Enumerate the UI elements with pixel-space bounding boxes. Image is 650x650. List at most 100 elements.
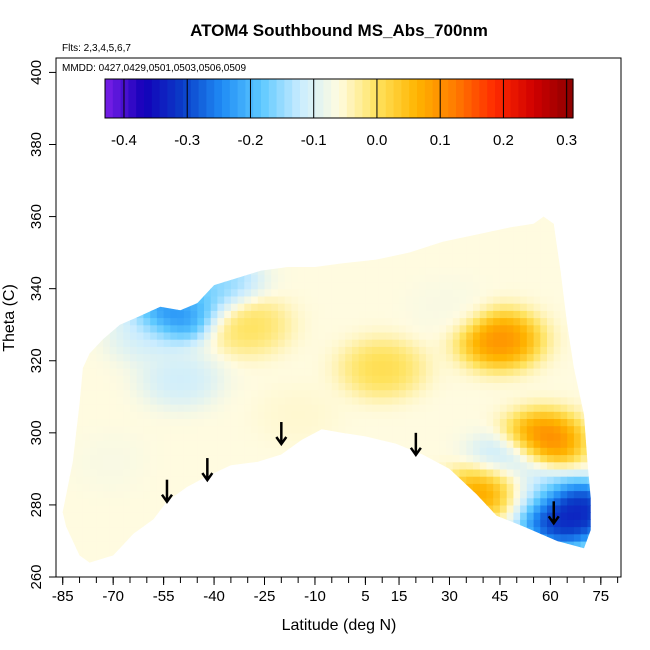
field-cell — [224, 375, 232, 383]
field-cell — [378, 331, 387, 340]
field-cell — [217, 368, 225, 376]
colorbar-segment — [190, 79, 200, 118]
field-cell — [345, 216, 353, 218]
field-cell — [291, 418, 299, 427]
field-cell — [553, 252, 561, 261]
field-cell — [493, 454, 501, 463]
field-cell — [217, 548, 225, 556]
field-cell — [331, 281, 340, 290]
field-cell — [392, 288, 400, 297]
field-cell — [170, 295, 178, 304]
field-cell — [338, 274, 346, 283]
field-cell — [399, 368, 407, 376]
field-cell — [204, 519, 212, 528]
field-cell — [204, 267, 212, 275]
field-cell — [197, 346, 205, 355]
field-cell — [392, 461, 400, 470]
field-cell — [96, 360, 104, 369]
field-cell — [244, 295, 252, 304]
field-cell — [62, 440, 64, 448]
field-cell — [278, 396, 286, 405]
field-cell — [183, 216, 192, 225]
field-cell — [156, 238, 165, 246]
field-cell — [601, 548, 608, 556]
field-cell — [419, 468, 427, 477]
field-cell — [493, 440, 501, 448]
field-cell — [109, 432, 118, 441]
field-cell — [123, 310, 131, 319]
field-cell — [177, 504, 185, 513]
field-cell — [459, 382, 467, 391]
field-cell — [96, 440, 104, 448]
field-cell — [540, 447, 548, 456]
field-cell — [378, 411, 387, 419]
field-cell — [204, 324, 212, 333]
field-cell — [466, 245, 474, 254]
field-cell — [76, 274, 84, 283]
field-cell — [264, 476, 272, 484]
field-cell — [392, 541, 400, 549]
field-cell — [399, 526, 407, 535]
field-cell — [217, 331, 225, 340]
field-cell — [63, 563, 70, 571]
field-cell — [567, 548, 575, 556]
field-cell — [278, 533, 286, 542]
field-cell — [372, 216, 380, 218]
field-cell — [553, 476, 561, 484]
field-cell — [567, 368, 575, 376]
field-cell — [587, 368, 591, 376]
field-cell — [419, 432, 427, 441]
field-cell — [459, 519, 467, 528]
field-cell — [197, 418, 205, 427]
field-cell — [190, 512, 198, 520]
field-cell — [244, 245, 252, 254]
field-cell — [466, 548, 474, 556]
field-cell — [520, 526, 528, 535]
field-cell — [311, 548, 319, 556]
field-cell — [358, 526, 366, 535]
field-cell — [251, 526, 259, 535]
field-cell — [608, 498, 615, 506]
field-cell — [271, 238, 279, 246]
field-cell — [594, 260, 601, 268]
field-cell — [318, 288, 326, 297]
field-cell — [560, 504, 568, 513]
field-cell — [338, 346, 346, 355]
field-cell — [62, 504, 64, 513]
field-cell — [425, 382, 434, 391]
field-cell — [163, 368, 171, 376]
field-cell — [479, 512, 488, 520]
field-cell — [304, 404, 313, 412]
field-cell — [439, 447, 447, 456]
field-cell — [190, 303, 198, 311]
field-cell — [432, 288, 440, 297]
colorbar-segment — [151, 79, 161, 118]
field-cell — [567, 425, 575, 434]
field-cell — [163, 324, 171, 333]
field-cell — [271, 418, 279, 427]
field-cell — [210, 468, 218, 477]
field-cell — [251, 288, 259, 297]
field-cell — [325, 310, 333, 319]
colorbar-segment — [167, 79, 176, 118]
field-cell — [493, 432, 501, 441]
field-cell — [89, 310, 97, 319]
field-cell — [311, 490, 319, 499]
field-cell — [170, 216, 178, 218]
field-cell — [244, 563, 251, 571]
field-cell — [540, 216, 548, 218]
field-cell — [486, 411, 494, 419]
down-arrow-icon — [409, 432, 422, 457]
field-cell — [513, 432, 521, 441]
field-cell — [217, 288, 225, 297]
field-cell — [439, 497, 447, 506]
field-cell — [473, 504, 481, 513]
field-cell — [311, 368, 319, 376]
field-cell — [520, 303, 528, 311]
chart-title: ATOM4 Southbound MS_Abs_700nm — [190, 21, 488, 40]
field-cell — [318, 382, 326, 391]
field-cell — [311, 389, 319, 398]
field-cell — [170, 245, 178, 254]
field-cell — [473, 339, 481, 347]
field-cell — [318, 440, 326, 448]
